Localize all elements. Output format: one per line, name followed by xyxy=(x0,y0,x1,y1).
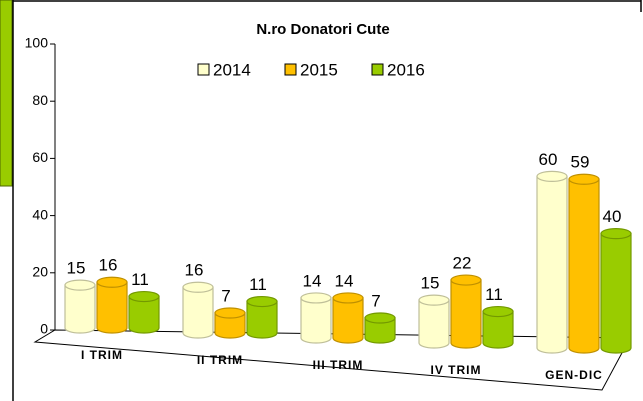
legend-swatch xyxy=(197,63,210,76)
value-label: 40 xyxy=(603,207,622,226)
y-tick-label: 0 xyxy=(40,321,48,337)
y-tick-label: 80 xyxy=(32,92,48,108)
bar xyxy=(128,295,160,334)
bar-top xyxy=(568,173,600,185)
value-label: 15 xyxy=(421,274,440,293)
bar-top xyxy=(246,295,278,308)
x-tick-label: IV TRIM xyxy=(431,363,482,377)
bar xyxy=(364,317,396,344)
bar-top xyxy=(96,276,128,288)
bar xyxy=(182,286,214,339)
bar xyxy=(600,233,632,354)
bar-top xyxy=(182,281,214,293)
value-label: 11 xyxy=(131,270,149,289)
legend-swatch xyxy=(371,63,384,76)
value-label: 16 xyxy=(99,256,118,275)
y-tick-label: 40 xyxy=(32,206,48,222)
value-label: 14 xyxy=(303,271,322,290)
legend-label: 2016 xyxy=(387,60,425,79)
value-label: 11 xyxy=(485,285,503,304)
chart-title: N.ro Donatori Cute xyxy=(256,21,389,38)
bar xyxy=(96,281,128,334)
bar-top xyxy=(214,307,246,319)
bar xyxy=(568,178,600,354)
y-tick-label: 60 xyxy=(32,149,48,165)
bar-top xyxy=(418,294,450,306)
x-tick-label: II TRIM xyxy=(197,353,243,367)
legend-swatch xyxy=(284,63,297,76)
bar xyxy=(536,175,568,354)
bar-top xyxy=(482,305,514,318)
y-tick-label: 20 xyxy=(32,264,48,280)
bar-top xyxy=(64,279,96,291)
value-label: 16 xyxy=(185,261,204,280)
bar xyxy=(300,297,332,344)
bar xyxy=(64,284,96,334)
x-tick-label: GEN-DIC xyxy=(545,368,603,382)
bar xyxy=(214,312,246,339)
value-label: 22 xyxy=(453,254,472,273)
y-tick-label: 100 xyxy=(25,35,49,51)
x-tick-label: I TRIM xyxy=(81,348,123,362)
bar xyxy=(418,299,450,349)
bar xyxy=(482,310,514,349)
bar-top xyxy=(536,170,568,182)
bar-top xyxy=(600,228,632,240)
value-label: 15 xyxy=(67,259,86,278)
bar-top xyxy=(364,312,396,324)
bar-top xyxy=(332,292,364,304)
bar-top xyxy=(300,292,332,304)
value-label: 60 xyxy=(539,150,558,169)
value-label: 14 xyxy=(335,271,354,290)
value-label: 7 xyxy=(221,286,230,305)
bar xyxy=(332,297,364,344)
bar-top xyxy=(128,290,160,303)
value-label: 11 xyxy=(249,275,267,294)
bar-top xyxy=(450,274,482,286)
x-tick-label: III TRIM xyxy=(313,358,364,372)
bar xyxy=(246,300,278,339)
side-decoration xyxy=(0,0,13,187)
legend-label: 2014 xyxy=(213,60,251,79)
value-label: 7 xyxy=(371,291,380,310)
legend-label: 2015 xyxy=(300,60,338,79)
bar xyxy=(450,279,482,349)
value-label: 59 xyxy=(571,153,590,172)
